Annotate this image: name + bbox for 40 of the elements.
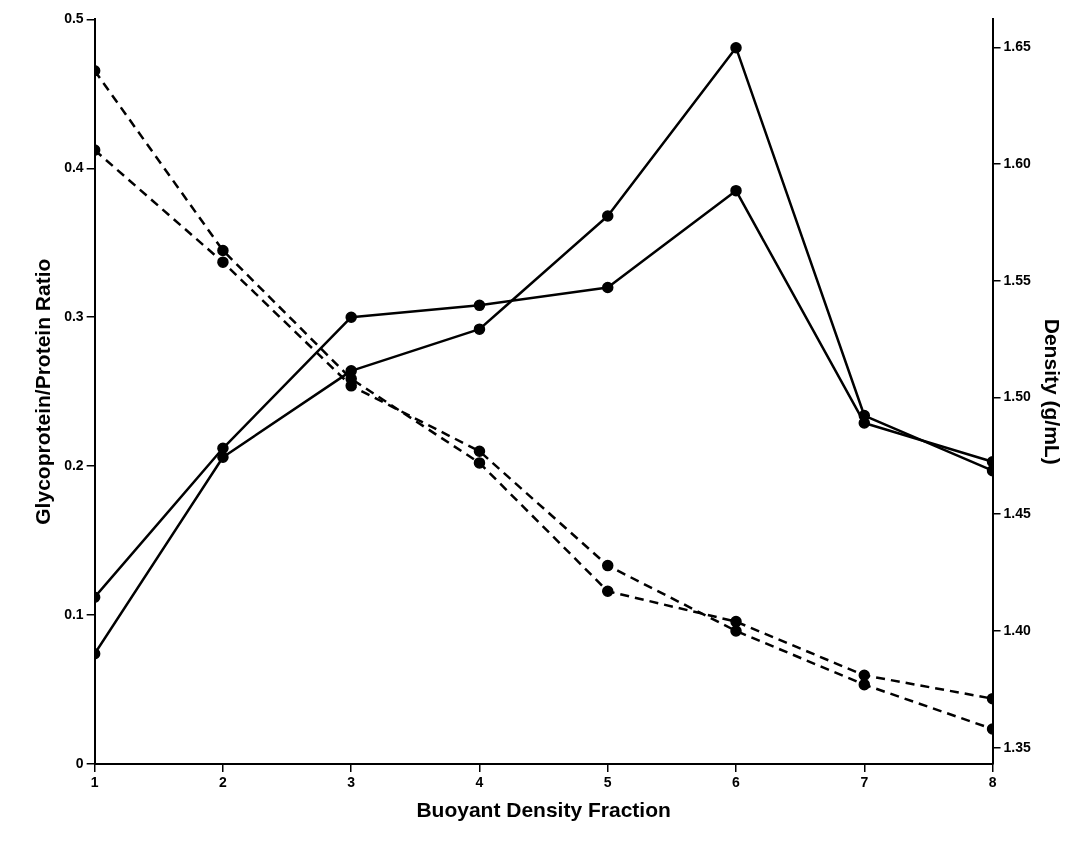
point — [730, 615, 742, 628]
point — [601, 559, 614, 572]
y2-tick-label: 1.35 — [1003, 738, 1032, 755]
point — [730, 625, 742, 637]
point — [217, 256, 229, 268]
y2-tick-label: 1.65 — [1003, 38, 1032, 55]
y-tick-label: 0.1 — [64, 605, 84, 622]
point — [601, 585, 614, 598]
y-tick-label: 0 — [75, 754, 84, 771]
point — [217, 451, 229, 463]
x-tick-label: 8 — [988, 774, 997, 791]
y-axis-title: Glycoprotein/Protein Ratio — [31, 258, 55, 525]
x-tick-label: 1 — [90, 774, 99, 791]
point — [730, 41, 742, 54]
point — [730, 184, 742, 197]
x-tick-label: 4 — [475, 774, 484, 791]
x-tick-label: 7 — [860, 774, 869, 791]
x-axis-title: Buoyant Density Fraction — [416, 798, 671, 822]
x-tick-label: 5 — [603, 774, 612, 791]
y-tick-label: 0.3 — [64, 308, 84, 325]
point — [601, 281, 614, 294]
y-tick-label: 0.2 — [64, 457, 84, 474]
point — [473, 457, 486, 469]
point — [473, 323, 486, 335]
y2-axis-title: Density (g/mL) — [1040, 318, 1064, 465]
y2-tick-label: 1.60 — [1003, 154, 1032, 171]
x-tick-label: 3 — [347, 774, 356, 791]
y-tick-label: 0.5 — [64, 10, 84, 27]
x-tick-label: 2 — [219, 774, 228, 791]
point — [217, 244, 229, 257]
y2-tick-label: 1.55 — [1003, 271, 1032, 288]
y2-tick-label: 1.50 — [1003, 388, 1032, 405]
y2-tick-label: 1.40 — [1003, 621, 1032, 638]
point — [473, 299, 486, 312]
x-tick-label: 6 — [732, 774, 741, 791]
point — [601, 210, 614, 222]
y-tick-label: 0.4 — [64, 159, 84, 176]
point — [473, 445, 486, 457]
y2-tick-label: 1.45 — [1003, 505, 1032, 522]
point — [345, 311, 357, 323]
